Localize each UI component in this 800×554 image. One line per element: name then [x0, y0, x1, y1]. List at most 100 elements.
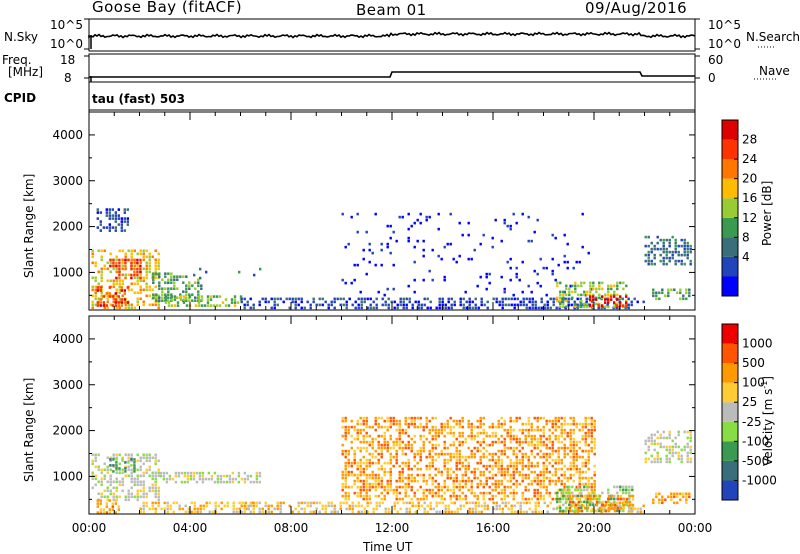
velocity-data-cell	[613, 494, 616, 498]
velocity-data-cell	[554, 497, 557, 501]
velocity-data-cell	[650, 460, 653, 464]
velocity-data-cell	[356, 467, 359, 471]
velocity-data-cell	[344, 455, 347, 459]
velocity-data-cell	[452, 440, 455, 444]
velocity-data-cell	[473, 455, 476, 459]
velocity-data-cell	[407, 440, 410, 444]
power-data-cell	[233, 298, 237, 301]
velocity-data-cell	[180, 471, 184, 475]
velocity-data-cell	[368, 440, 371, 444]
velocity-data-cell	[560, 416, 563, 420]
velocity-data-cell	[327, 504, 330, 508]
velocity-data-cell	[389, 485, 392, 489]
velocity-data-cell	[557, 437, 560, 441]
power-data-cell	[413, 260, 416, 264]
velocity-data-cell	[571, 509, 574, 513]
power-data-cell	[522, 300, 525, 304]
velocity-data-cell	[413, 455, 416, 459]
power-data-cell	[312, 300, 315, 304]
velocity-data-cell	[417, 507, 420, 511]
velocity-data-cell	[431, 437, 434, 441]
power-data-cell	[589, 299, 592, 303]
power-data-cell	[99, 229, 102, 232]
power-data-cell	[368, 242, 371, 246]
velocity-data-cell	[572, 440, 575, 444]
velocity-data-cell	[506, 455, 509, 459]
velocity-data-cell	[527, 482, 530, 486]
power-data-cell	[549, 297, 552, 301]
velocity-data-cell	[386, 485, 389, 489]
velocity-data-cell	[485, 479, 488, 483]
velocity-data-cell	[258, 471, 262, 475]
velocity-data-cell	[589, 497, 593, 501]
power-data-cell	[495, 297, 498, 301]
velocity-data-cell	[347, 497, 350, 501]
velocity-data-cell	[461, 425, 464, 429]
power-data-cell	[258, 300, 261, 304]
velocity-data-cell	[618, 504, 621, 508]
velocity-data-cell	[450, 501, 453, 505]
velocity-data-cell	[653, 448, 656, 452]
velocity-data-cell	[368, 485, 371, 489]
velocity-data-cell	[560, 422, 563, 426]
velocity-data-cell	[618, 507, 621, 511]
velocity-data-cell	[243, 477, 247, 481]
velocity-data-cell	[345, 507, 348, 511]
velocity-data-cell	[501, 501, 504, 505]
power-data-cell	[396, 306, 399, 310]
nsearch-label: N.Search	[746, 30, 800, 44]
power-data-cell	[117, 208, 120, 211]
velocity-data-cell	[130, 453, 133, 457]
velocity-data-cell	[581, 434, 584, 438]
velocity-data-cell	[671, 445, 674, 449]
velocity-data-cell	[578, 476, 581, 480]
power-data-cell	[616, 281, 619, 285]
power-data-cell	[607, 301, 610, 304]
power-data-cell	[562, 302, 565, 306]
velocity-data-cell	[347, 458, 350, 462]
velocity-data-cell	[193, 510, 196, 514]
power-data-cell	[130, 249, 133, 253]
velocity-data-cell	[359, 458, 362, 462]
velocity-data-cell	[201, 477, 205, 481]
velocity-data-cell	[351, 510, 354, 514]
velocity-data-cell	[103, 462, 106, 466]
velocity-data-cell	[383, 488, 386, 492]
velocity-data-cell	[428, 488, 431, 492]
velocity-data-cell	[148, 453, 151, 457]
velocity-data-cell	[359, 416, 362, 420]
velocity-data-cell	[130, 459, 133, 463]
velocity-data-cell	[249, 474, 253, 478]
power-data-cell	[528, 306, 531, 310]
velocity-data-cell	[341, 473, 344, 477]
velocity-data-cell	[539, 449, 542, 453]
velocity-data-cell	[616, 494, 620, 498]
power-data-cell	[353, 263, 356, 267]
power-data-cell	[94, 294, 97, 298]
velocity-data-cell	[405, 510, 408, 514]
velocity-data-cell	[607, 491, 610, 495]
velocity-colorbar-tick-label: -1000	[742, 473, 777, 487]
power-data-cell	[539, 284, 542, 288]
velocity-colorbar-tick-label: 1000	[742, 337, 773, 351]
power-data-cell	[592, 295, 595, 298]
velocity-data-cell	[593, 446, 596, 450]
velocity-data-cell	[410, 467, 413, 471]
velocity-data-cell	[154, 474, 157, 478]
velocity-data-cell	[190, 510, 193, 514]
velocity-data-cell	[380, 467, 383, 471]
velocity-data-cell	[348, 507, 351, 511]
power-data-cell	[123, 289, 126, 292]
velocity-data-cell	[139, 510, 142, 514]
freq-tick-bottom: 8	[64, 71, 72, 85]
velocity-data-cell	[395, 422, 398, 426]
power-data-cell	[148, 258, 151, 262]
power-data-cell	[100, 276, 103, 280]
velocity-data-cell	[404, 416, 407, 420]
velocity-data-cell	[419, 497, 422, 501]
power-data-cell	[374, 212, 377, 216]
velocity-data-cell	[440, 473, 443, 477]
velocity-data-cell	[425, 464, 428, 468]
velocity-data-cell	[279, 501, 282, 505]
velocity-data-cell	[192, 471, 196, 475]
